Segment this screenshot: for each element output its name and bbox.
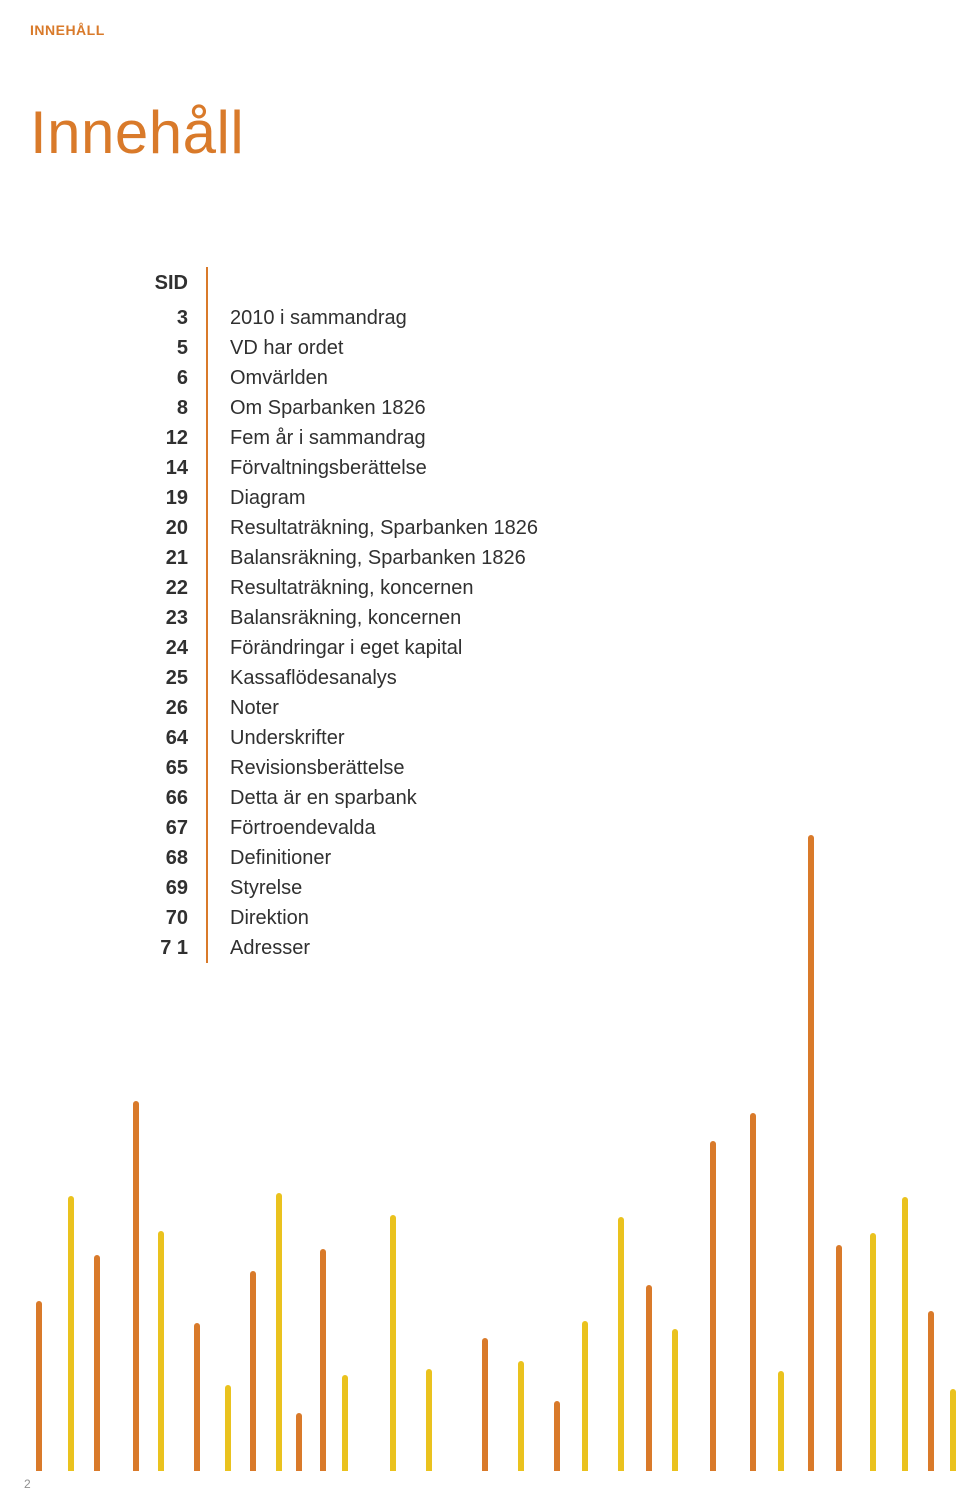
- toc-page-number: 19: [30, 483, 188, 513]
- toc-entry-title: Noter: [230, 693, 538, 723]
- chart-bar: [276, 1193, 282, 1471]
- toc-page-number: 6: [30, 363, 188, 393]
- toc-entry-title: Förvaltningsberättelse: [230, 453, 538, 483]
- chart-bar: [482, 1338, 488, 1471]
- toc-entry-title: Resultaträkning, Sparbanken 1826: [230, 513, 538, 543]
- chart-bar: [250, 1271, 256, 1471]
- toc-page-number: 14: [30, 453, 188, 483]
- toc-entry-title: Om Sparbanken 1826: [230, 393, 538, 423]
- toc-page-number: 12: [30, 423, 188, 453]
- chart-bar: [902, 1197, 908, 1471]
- toc-entry-title: Balansräkning, Sparbanken 1826: [230, 543, 538, 573]
- chart-bar: [296, 1413, 302, 1471]
- toc-page-number: 64: [30, 723, 188, 753]
- toc-page-number: 5: [30, 333, 188, 363]
- chart-bar: [710, 1141, 716, 1471]
- chart-bar: [870, 1233, 876, 1471]
- toc-page-number: 25: [30, 663, 188, 693]
- chart-bar: [646, 1285, 652, 1471]
- chart-bar: [750, 1113, 756, 1471]
- chart-bar: [194, 1323, 200, 1471]
- toc-entry-title: Resultaträkning, koncernen: [230, 573, 538, 603]
- page-number: 2: [24, 1477, 31, 1491]
- page-title: Innehåll: [30, 98, 930, 167]
- chart-bar: [320, 1249, 326, 1471]
- decorative-bar-chart: [0, 771, 960, 1471]
- toc-page-number: 3: [30, 303, 188, 333]
- document-page: INNEHÅLL Innehåll SID 356812141920212223…: [0, 0, 960, 1505]
- chart-bar: [36, 1301, 42, 1471]
- toc-entry-title: 2010 i sammandrag: [230, 303, 538, 333]
- toc-page-number: 26: [30, 693, 188, 723]
- toc-page-number: 20: [30, 513, 188, 543]
- toc-entry-title: Diagram: [230, 483, 538, 513]
- toc-entry-title: Omvärlden: [230, 363, 538, 393]
- toc-entry-title: Förändringar i eget kapital: [230, 633, 538, 663]
- toc-column-header: SID: [30, 267, 188, 299]
- chart-bar: [582, 1321, 588, 1471]
- toc-page-number: 22: [30, 573, 188, 603]
- chart-bar: [618, 1217, 624, 1471]
- chart-bar: [836, 1245, 842, 1471]
- toc-entry-title: Kassaflödesanalys: [230, 663, 538, 693]
- chart-bar: [778, 1371, 784, 1471]
- chart-bar: [554, 1401, 560, 1471]
- toc-entry-title: Fem år i sammandrag: [230, 423, 538, 453]
- toc-entry-title: Underskrifter: [230, 723, 538, 753]
- chart-bar: [342, 1375, 348, 1471]
- toc-entry-title: VD har ordet: [230, 333, 538, 363]
- chart-bar: [950, 1389, 956, 1471]
- chart-bar: [928, 1311, 934, 1471]
- chart-bar: [390, 1215, 396, 1471]
- chart-bar: [426, 1369, 432, 1471]
- chart-bar: [68, 1196, 74, 1471]
- toc-entry-title: Balansräkning, koncernen: [230, 603, 538, 633]
- chart-bar: [225, 1385, 231, 1471]
- chart-bar: [672, 1329, 678, 1471]
- chart-bar: [133, 1101, 139, 1471]
- chart-bar: [808, 835, 814, 1471]
- chart-bar: [94, 1255, 100, 1471]
- chart-bar: [158, 1231, 164, 1471]
- toc-page-number: 21: [30, 543, 188, 573]
- toc-page-number: 23: [30, 603, 188, 633]
- toc-page-number: 24: [30, 633, 188, 663]
- chart-bar: [518, 1361, 524, 1471]
- toc-page-number: 8: [30, 393, 188, 423]
- section-header-label: INNEHÅLL: [30, 22, 930, 38]
